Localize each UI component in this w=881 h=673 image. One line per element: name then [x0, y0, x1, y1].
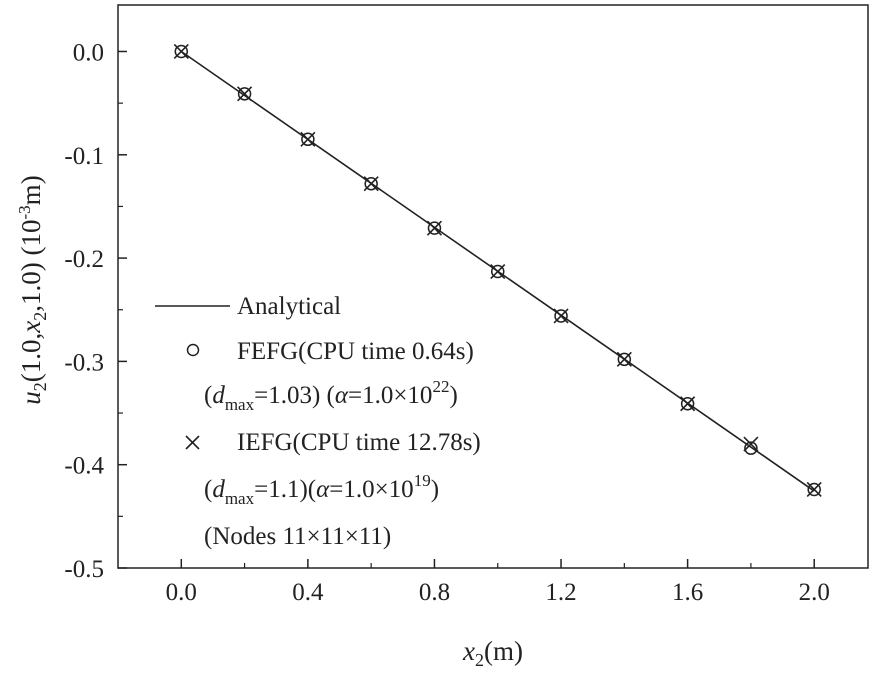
fefg-point [554, 309, 568, 323]
fefg-point [617, 352, 632, 367]
iefg-point [300, 131, 316, 147]
fefg-point [427, 221, 442, 235]
legend-iefg-params: (dmax=1.1)(α=1.0×1019) [204, 471, 439, 508]
y-tick-label: -0.5 [64, 556, 104, 583]
iefg-point [743, 436, 759, 452]
fefg-point [680, 396, 695, 411]
fefg-point [807, 482, 821, 497]
fefg-point [490, 264, 505, 279]
iefg-point [616, 351, 632, 367]
x-tick-label: 0.0 [166, 579, 197, 606]
iefg-point [680, 396, 696, 412]
legend-analytical: Analytical [237, 293, 341, 320]
y-axis-label: u2(1.0,x2,1.0) (10-3m) [15, 175, 50, 404]
legend-circle-icon [186, 343, 200, 357]
iefg-point [490, 263, 506, 280]
x-axis-label: x2(m) [462, 636, 523, 670]
legend-nodes: (Nodes 11×11×11) [204, 523, 391, 550]
iefg-point [363, 176, 379, 192]
iefg-point [237, 86, 253, 102]
y-tick-label: -0.3 [64, 349, 104, 376]
legend-fefg-params: (dmax=1.03) (α=1.0×1022) [204, 377, 458, 414]
fefg-point [364, 176, 378, 191]
legend: Analytical FEFG(CPU time 0.64s) (dmax=1.… [155, 293, 481, 550]
legend-iefg: IEFG(CPU time 12.78s) [237, 429, 481, 456]
x-tick-label: 1.2 [545, 579, 576, 606]
legend-fefg: FEFG(CPU time 0.64s) [237, 338, 474, 365]
fefg-point [744, 441, 758, 455]
iefg-point [806, 481, 822, 498]
y-tick-label: -0.4 [64, 453, 104, 480]
x-tick-label: 2.0 [799, 579, 830, 606]
iefg-point [553, 308, 569, 324]
iefg-point [173, 43, 189, 60]
x-tick-label: 1.6 [672, 579, 703, 606]
marks [173, 43, 822, 498]
x-tick-label: 0.4 [292, 579, 324, 606]
axes: 0.0 0.4 0.8 1.2 1.6 2.0 0.0 -0.1 -0.2 -0.3 -0.4 -0.… [64, 39, 829, 606]
legend-cross-icon [185, 435, 200, 450]
fefg-point [174, 44, 189, 59]
fefg-point [301, 132, 315, 147]
y-tick-label: -0.2 [64, 246, 104, 273]
y-tick-label: -0.1 [64, 143, 104, 170]
plot-frame [117, 4, 869, 569]
fefg-point [237, 87, 252, 101]
x-tick-label: 0.8 [419, 579, 450, 606]
iefg-point [426, 220, 443, 236]
y-tick-label: 0.0 [73, 39, 104, 66]
